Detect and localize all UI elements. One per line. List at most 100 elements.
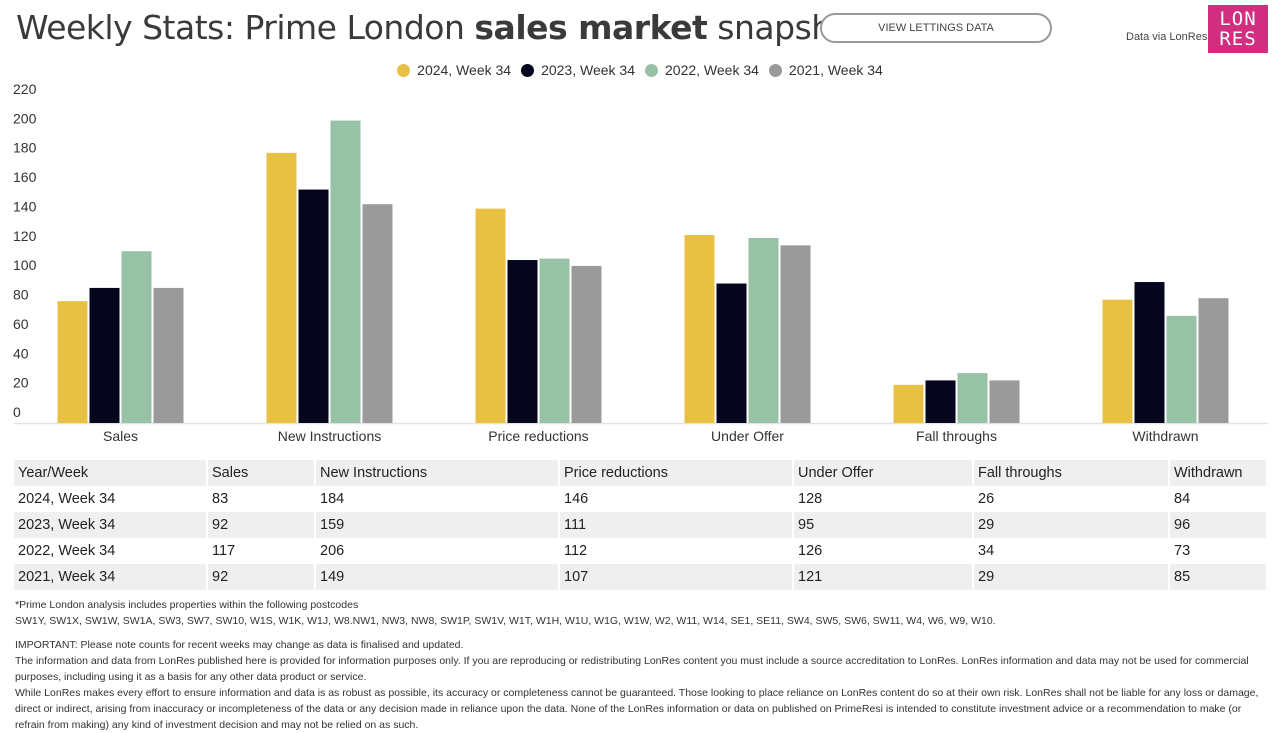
- table-row: 2021, Week 34 92 149 107 121 29 85: [14, 564, 1268, 590]
- legend-item[interactable]: 2024, Week 34: [397, 62, 511, 78]
- bar[interactable]: [957, 373, 988, 423]
- view-lettings-data-button[interactable]: VIEW LETTINGS DATA: [820, 13, 1052, 43]
- bar[interactable]: [330, 120, 361, 423]
- table-cell: 107: [560, 564, 794, 590]
- y-tick-label: 200: [13, 110, 37, 126]
- table-cell: 2021, Week 34: [14, 564, 208, 590]
- y-tick-label: 120: [13, 228, 37, 244]
- x-tick-label: Sales: [103, 428, 138, 444]
- table-cell: 146: [560, 486, 794, 512]
- table-cell: 2022, Week 34: [14, 538, 208, 564]
- bar[interactable]: [539, 258, 570, 423]
- table-cell: 84: [1170, 486, 1268, 512]
- title-text: Weekly Stats: Prime London: [16, 8, 475, 47]
- bar[interactable]: [362, 204, 393, 423]
- lonres-logo[interactable]: LON RES: [1208, 5, 1268, 53]
- bar[interactable]: [1134, 282, 1165, 423]
- legend-item[interactable]: 2023, Week 34: [521, 62, 635, 78]
- table-cell: 149: [316, 564, 560, 590]
- bar[interactable]: [989, 380, 1020, 423]
- table-cell: 34: [974, 538, 1170, 564]
- bar[interactable]: [1198, 298, 1229, 423]
- legend-label: 2021, Week 34: [788, 62, 883, 78]
- legend-label: 2022, Week 34: [665, 62, 759, 78]
- table-cell: 83: [208, 486, 316, 512]
- bar[interactable]: [507, 260, 538, 423]
- legend-dot-icon: [521, 63, 535, 77]
- column-header: New Instructions: [316, 460, 560, 486]
- table-cell: 92: [208, 564, 316, 590]
- table-cell: 96: [1170, 512, 1268, 538]
- column-header: Sales: [208, 460, 316, 486]
- table-cell: 29: [974, 512, 1170, 538]
- table-cell: 95: [794, 512, 974, 538]
- legend-dot-icon: [645, 63, 658, 77]
- logo-line-2: RES: [1219, 28, 1257, 50]
- x-tick-label: Price reductions: [488, 428, 588, 444]
- bar[interactable]: [716, 283, 747, 423]
- bar[interactable]: [893, 384, 924, 423]
- legend-item[interactable]: 2022, Week 34: [645, 62, 759, 78]
- y-tick-label: 60: [13, 316, 29, 332]
- column-header: Price reductions: [560, 460, 794, 486]
- page-title: Weekly Stats: Prime London sales market …: [16, 8, 864, 47]
- table-cell: 126: [794, 538, 974, 564]
- x-tick-label: Fall throughs: [916, 428, 997, 444]
- chart-legend: 2024, Week 34 2023, Week 34 2022, Week 34 2…: [0, 62, 1280, 78]
- legend-dot-icon: [397, 63, 411, 77]
- table-row: 2023, Week 34 92 159 111 95 29 96: [14, 512, 1268, 538]
- table-header-row: Year/Week Sales New Instructions Price redu…: [14, 460, 1268, 486]
- bar[interactable]: [748, 238, 779, 423]
- bar[interactable]: [475, 208, 506, 423]
- y-tick-label: 0: [13, 404, 21, 420]
- table-cell: 117: [208, 538, 316, 564]
- legend-label: 2024, Week 34: [417, 62, 512, 78]
- y-tick-label: 100: [13, 257, 37, 273]
- disclaimer-note: While LonRes makes every effort to ensur…: [15, 687, 1259, 731]
- table-cell: 2023, Week 34: [14, 512, 208, 538]
- bar[interactable]: [925, 380, 956, 423]
- bar[interactable]: [1166, 315, 1197, 423]
- y-tick-label: 180: [13, 140, 37, 156]
- y-tick-label: 80: [13, 287, 29, 303]
- legend-dot-icon: [768, 63, 782, 77]
- legend-item[interactable]: 2021, Week 34: [768, 62, 883, 78]
- x-tick-label: Withdrawn: [1132, 428, 1198, 444]
- bar[interactable]: [57, 301, 88, 423]
- table-cell: 128: [794, 486, 974, 512]
- bar[interactable]: [684, 235, 715, 423]
- postcodes-list: SW1Y, SW1X, SW1W, SW1A, SW3, SW7, SW10, …: [15, 615, 996, 627]
- table-cell: 206: [316, 538, 560, 564]
- bar[interactable]: [266, 152, 297, 423]
- bar[interactable]: [298, 189, 329, 423]
- bar[interactable]: [89, 287, 120, 423]
- y-tick-label: 160: [13, 169, 37, 185]
- table-cell: 92: [208, 512, 316, 538]
- notes-section: *Prime London analysis includes properti…: [15, 597, 1270, 733]
- bar[interactable]: [121, 251, 152, 423]
- table-cell: 159: [316, 512, 560, 538]
- bar[interactable]: [1102, 299, 1133, 423]
- column-header: Year/Week: [14, 460, 208, 486]
- bar[interactable]: [780, 245, 811, 423]
- info-note: The information and data from LonRes pub…: [15, 655, 1249, 683]
- bar[interactable]: [153, 287, 184, 423]
- bar[interactable]: [571, 265, 602, 423]
- column-header: Fall throughs: [974, 460, 1170, 486]
- y-tick-label: 140: [13, 198, 37, 214]
- table-cell: 112: [560, 538, 794, 564]
- table-cell: 29: [974, 564, 1170, 590]
- table-cell: 85: [1170, 564, 1268, 590]
- column-header: Under Offer: [794, 460, 974, 486]
- table-cell: 184: [316, 486, 560, 512]
- table-row: 2024, Week 34 83 184 146 128 26 84: [14, 486, 1268, 512]
- bar-chart: 0 20 40 60 80 100 120 140 160 180 200 220 Sales New I…: [13, 81, 1268, 444]
- table-cell: 2024, Week 34: [14, 486, 208, 512]
- table-cell: 111: [560, 512, 794, 538]
- y-tick-label: 40: [13, 345, 29, 361]
- x-tick-label: Under Offer: [711, 428, 784, 444]
- data-source-label: Data via LonRes: [1126, 31, 1208, 43]
- table-row: 2022, Week 34 117 206 112 126 34 73: [14, 538, 1268, 564]
- column-header: Withdrawn: [1170, 460, 1268, 486]
- x-tick-label: New Instructions: [278, 428, 381, 444]
